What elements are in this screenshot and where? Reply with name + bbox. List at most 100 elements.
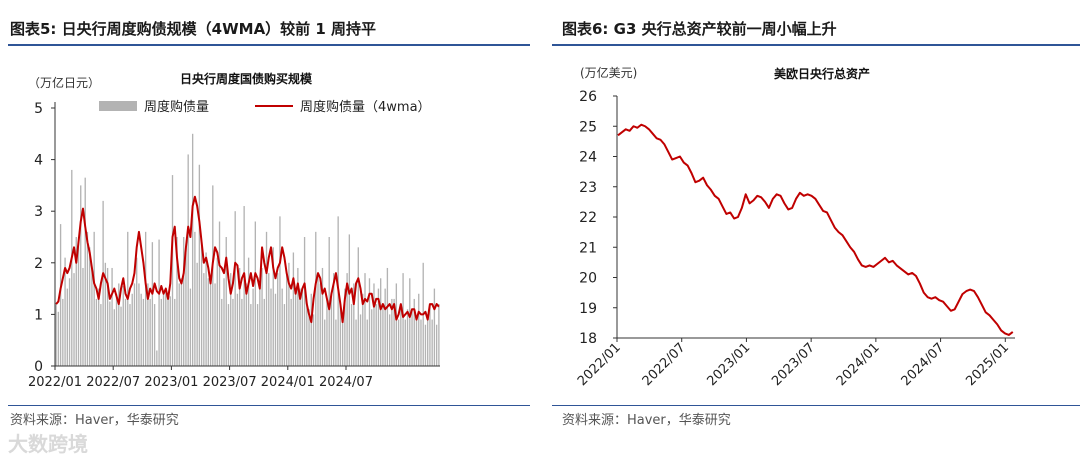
bar — [288, 262, 290, 366]
bar — [420, 319, 422, 366]
bar — [221, 298, 223, 366]
y-tick-label: 4 — [34, 153, 43, 169]
bar — [151, 242, 154, 366]
bottom-rule — [552, 405, 1080, 406]
bar — [346, 273, 348, 366]
y-tick-label: 0 — [34, 359, 43, 375]
bar — [82, 267, 84, 366]
bar — [238, 267, 241, 366]
bar — [373, 283, 375, 366]
bar — [321, 267, 324, 366]
bar — [395, 283, 398, 366]
y-tick-label: 5 — [34, 101, 43, 117]
bar — [243, 206, 245, 366]
line-chart: 美欧日央行总资产 (万亿美元) 18 19 20 21 22 23 24 25 26 2022/01 2… — [575, 65, 1015, 389]
bar — [84, 177, 86, 366]
legend-label-line: 周度购债量（4wma） — [300, 99, 431, 115]
bar — [371, 309, 373, 366]
bar — [75, 237, 77, 366]
bar — [310, 293, 312, 366]
bar — [77, 242, 80, 366]
bar — [433, 288, 436, 366]
legend-swatch-bars — [99, 101, 137, 111]
bar — [259, 283, 261, 366]
bar — [350, 304, 353, 366]
x-tick-label: 2024/01 — [261, 375, 315, 390]
bar — [308, 309, 310, 366]
bar — [178, 283, 180, 366]
bar — [297, 267, 299, 366]
bar — [147, 283, 149, 366]
figure-title: 图表5: 日央行周度购债规模（4WMA）较前 1 周持平 — [10, 20, 377, 38]
bar — [348, 234, 351, 366]
bar — [366, 319, 368, 366]
bar — [198, 164, 201, 366]
y-tick-label: 21 — [579, 240, 597, 256]
bar — [200, 242, 203, 366]
x-tick-label: 2023/07 — [203, 375, 257, 390]
bar — [71, 169, 73, 366]
bar — [382, 304, 384, 366]
bar — [93, 231, 95, 366]
bar — [268, 273, 270, 366]
bar — [402, 273, 404, 366]
bar — [429, 304, 431, 366]
bar — [252, 288, 254, 366]
bar — [91, 267, 93, 366]
x-tick-label: 2022/01 — [28, 375, 82, 390]
bar — [104, 262, 107, 366]
bar — [129, 304, 131, 366]
bar — [377, 288, 380, 366]
bar — [153, 304, 156, 366]
bar — [111, 267, 113, 366]
bar — [388, 314, 391, 366]
series-line-total-assets — [617, 123, 1014, 336]
bar — [234, 211, 236, 366]
bar — [250, 304, 252, 366]
bar — [254, 221, 256, 366]
left-chart-panel: 图表5: 日央行周度购债规模（4WMA）较前 1 周持平 日央行周度国债购买规模… — [0, 0, 532, 459]
bar — [80, 185, 82, 366]
bar — [118, 283, 120, 366]
bar — [261, 267, 263, 366]
bar — [279, 216, 281, 366]
bar — [328, 237, 330, 366]
bar — [89, 247, 91, 366]
bar — [95, 298, 98, 366]
bar — [180, 278, 183, 366]
bar — [196, 262, 198, 366]
bar — [140, 293, 142, 366]
bar — [187, 154, 189, 366]
bar — [339, 304, 342, 366]
bar — [413, 298, 415, 366]
right-chart-panel: 图表6: G3 央行总资产较前一周小幅上升 美欧日央行总资产 (万亿美元) 18 19… — [552, 0, 1080, 459]
source-note: 资料来源：Haver，华泰研究 — [562, 413, 731, 428]
y-tick-label: 22 — [579, 210, 597, 226]
figure-title: 图表6: G3 央行总资产较前一周小幅上升 — [562, 20, 837, 38]
bar — [397, 319, 400, 366]
bar — [324, 319, 326, 366]
bar — [230, 273, 232, 366]
x-tick-label: 2023/01 — [704, 340, 753, 389]
bar — [64, 257, 66, 366]
bar — [359, 314, 362, 366]
bar — [312, 314, 315, 366]
bar — [102, 200, 104, 366]
bar — [409, 278, 411, 366]
bar — [218, 221, 221, 366]
bar — [212, 185, 214, 366]
bar — [122, 286, 124, 366]
bar — [115, 293, 118, 366]
bar — [86, 231, 89, 366]
bar — [191, 133, 194, 366]
bar — [292, 252, 295, 366]
bar — [326, 298, 328, 366]
bar — [357, 247, 359, 366]
bar — [306, 304, 308, 366]
x-tick-label: 2023/07 — [769, 340, 818, 389]
bar — [315, 231, 317, 366]
bar — [149, 298, 151, 366]
bar — [386, 267, 389, 366]
bar — [106, 267, 109, 366]
bar — [265, 231, 268, 366]
